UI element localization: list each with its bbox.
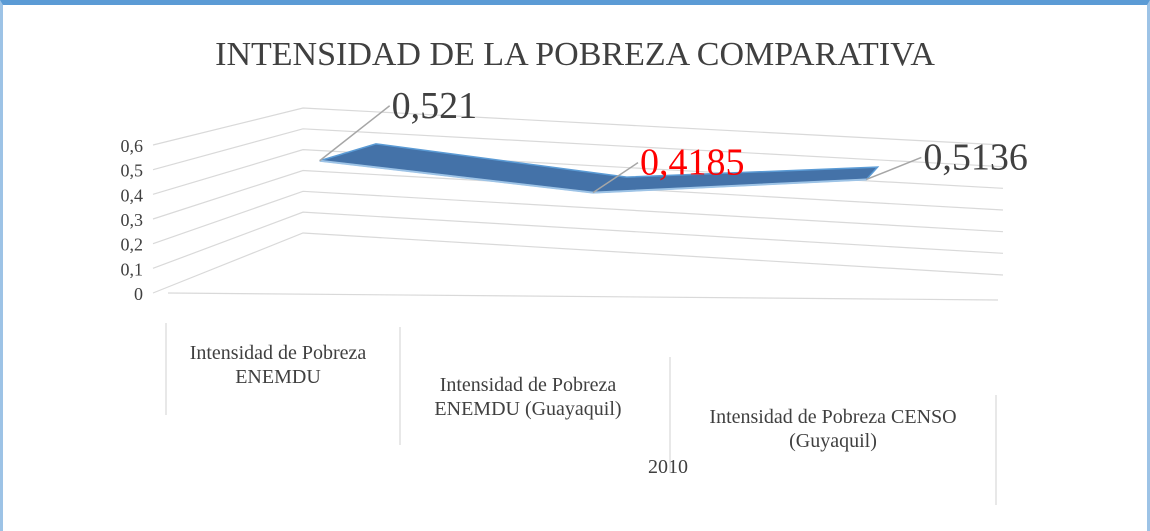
- ribbon: [319, 143, 880, 194]
- data-label: 0,4185: [640, 142, 745, 184]
- grid-line: [152, 128, 1004, 171]
- grid-line: [152, 107, 1004, 146]
- y-tick-label: 0,3: [121, 210, 144, 230]
- data-label: 0,521: [392, 85, 478, 127]
- x-tick-label: Intensidad de Pobreza ENEMDU: [189, 342, 367, 388]
- y-tick-label: 0,6: [121, 136, 144, 156]
- x-axis-title: 2010: [648, 456, 688, 478]
- leader-line: [866, 156, 922, 181]
- leader-line: [592, 162, 639, 194]
- y-tick-label: 0: [134, 284, 143, 304]
- x-tick-label: Intensidad de Pobreza ENEMDU (Guayaquil): [434, 374, 622, 420]
- grid-line: [152, 169, 1004, 220]
- x-tick-label: Intensidad de Pobreza CENSO (Guyaquil): [709, 406, 957, 452]
- chart-title: INTENSIDAD DE LA POBREZA COMPARATIVA: [215, 36, 935, 73]
- data-label: 0,5136: [923, 136, 1027, 178]
- grid-line: [152, 232, 1004, 294]
- y-tick-label: 0,1: [121, 259, 144, 279]
- grid-line: [152, 190, 1004, 245]
- chart: INTENSIDAD DE LA POBREZA COMPARATIVA 201…: [121, 36, 1028, 505]
- leader-line: [319, 105, 391, 162]
- grid-line: [152, 211, 1004, 269]
- y-tick-label: 0,5: [121, 161, 144, 181]
- floor-edge: [167, 292, 999, 301]
- y-tick-label: 0,4: [121, 185, 144, 205]
- y-tick-label: 0,2: [121, 235, 144, 255]
